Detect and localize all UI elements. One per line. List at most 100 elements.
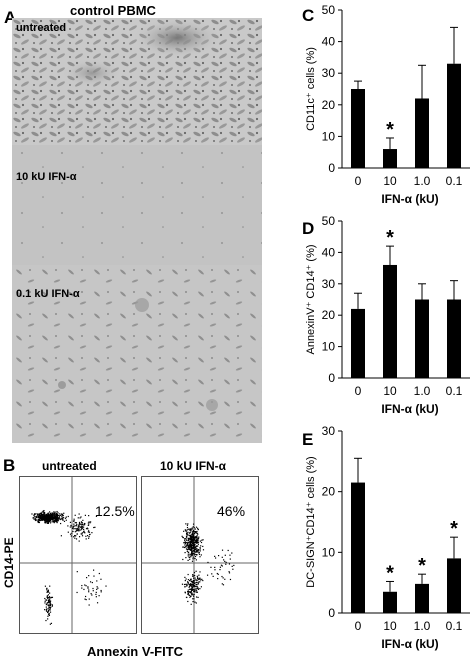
flow-event-dot — [194, 547, 196, 549]
chart-e-xlabel: IFN-α (kU) — [381, 637, 438, 651]
flow-event-dot — [196, 539, 198, 541]
flow-event-dot — [45, 520, 47, 522]
flow-event-dot — [190, 542, 193, 544]
chart-e-category-label: 10 — [383, 619, 397, 633]
flow-event-dot — [196, 548, 198, 550]
flow-event-dot — [73, 520, 75, 522]
flow-event-dot — [187, 551, 190, 554]
flow-event-dot — [185, 548, 188, 550]
flow-event-dot — [197, 588, 200, 590]
flow-event-dot — [193, 526, 195, 529]
flow-event-dot — [197, 545, 199, 547]
flow-event-dot — [87, 528, 89, 530]
flow-event-dot — [67, 531, 69, 533]
flow-event-dot — [47, 611, 49, 614]
flow-event-dot — [199, 547, 201, 549]
flow-event-dot — [57, 515, 59, 517]
chart-e-significance-marker: * — [418, 555, 426, 577]
flow-event-dot — [44, 521, 46, 523]
flow-event-dot — [187, 543, 189, 545]
flow-event-dot — [196, 581, 198, 583]
flow-event-dot — [196, 587, 199, 589]
flow-event-dot — [217, 554, 220, 557]
flow-event-dot — [192, 542, 195, 545]
flow-event-dot — [49, 609, 51, 611]
flow-event-dot — [83, 530, 85, 532]
flow-event-dot — [187, 541, 189, 543]
flow-event-dot — [49, 623, 51, 625]
chart-d-ytick-label: 50 — [322, 214, 336, 228]
flow-event-dot — [47, 522, 50, 524]
flow-event-dot — [49, 585, 51, 587]
flow-event-dot — [189, 578, 192, 580]
flow-event-dot — [191, 551, 193, 553]
flow-event-dot — [229, 578, 232, 581]
flow-event-dot — [40, 514, 42, 517]
flow-event-dot — [74, 531, 76, 533]
flow-event-dot — [83, 588, 85, 591]
flow-event-dot — [55, 513, 58, 515]
flow-event-dot — [49, 515, 51, 517]
flow-event-dot — [193, 581, 195, 583]
flow-event-dot — [55, 514, 57, 516]
flow-event-dot — [81, 526, 83, 528]
flow-event-dot — [187, 537, 189, 539]
flow-event-dot — [194, 574, 196, 577]
flow-event-dot — [77, 529, 79, 531]
flow-event-dot — [191, 527, 193, 529]
flow-event-dot — [212, 575, 214, 577]
flow-event-dot — [191, 529, 193, 531]
flow-event-dot — [74, 525, 76, 527]
flow-event-dot — [184, 529, 186, 531]
flow-event-dot — [56, 513, 58, 516]
flow-event-dot — [190, 539, 192, 541]
flow-event-dot — [80, 521, 83, 523]
flow-event-dot — [192, 550, 194, 552]
flow-event-dot — [40, 513, 43, 515]
flow-event-dot — [192, 546, 194, 549]
flow-event-dot — [85, 599, 87, 601]
flow-event-dot — [48, 521, 51, 523]
flow-event-dot — [40, 516, 42, 518]
flow-event-dot — [49, 516, 51, 518]
micrograph-untreated: untreated — [12, 18, 262, 145]
flow-event-dot — [83, 522, 86, 525]
flow-event-dot — [43, 518, 46, 520]
flow-event-dot — [46, 596, 48, 598]
flow-event-dot — [189, 553, 191, 555]
flow-event-dot — [188, 594, 190, 596]
flow-event-dot — [184, 546, 186, 548]
flow-event-dot — [189, 549, 192, 551]
flow-event-dot — [89, 522, 91, 524]
flow-event-dot — [45, 517, 47, 519]
flow-event-dot — [186, 524, 189, 526]
flow-event-dot — [231, 552, 233, 554]
flow-event-dot — [49, 604, 52, 607]
flow-event-dot — [35, 517, 37, 519]
flow-event-dot — [41, 514, 43, 516]
flow-event-dot — [198, 536, 200, 538]
flow-event-dot — [192, 552, 194, 555]
flow-event-dot — [190, 556, 192, 558]
flow-event-dot — [72, 520, 75, 522]
flow-event-dot — [81, 587, 83, 589]
chart-e: 0 10 20 30 0 * 10 * 1.0 * 0.1 IFN-α (kU) DC-SIGN⁺CD1… — [305, 424, 470, 651]
flow-event-dot — [38, 518, 40, 520]
flow-event-dot — [52, 512, 54, 515]
flow-event-dot — [78, 513, 80, 515]
flow-event-dot — [186, 584, 188, 587]
flow-event-dot — [49, 519, 51, 521]
flow-event-dot — [46, 522, 48, 524]
chart-e-significance-marker: * — [386, 562, 394, 584]
flow-event-dot — [105, 585, 107, 587]
flow-event-dot — [199, 550, 201, 552]
flow-event-dot — [47, 522, 49, 524]
chart-c-category-label: 0 — [355, 174, 362, 188]
flow-event-dot — [192, 529, 195, 532]
flow-event-dot — [74, 514, 76, 516]
flow-event-dot — [189, 543, 192, 545]
flow-event-dot — [193, 591, 196, 593]
chart-c-ytick-label: 0 — [328, 161, 335, 175]
flow-event-dot — [64, 517, 67, 519]
flow-event-dot — [185, 596, 188, 599]
